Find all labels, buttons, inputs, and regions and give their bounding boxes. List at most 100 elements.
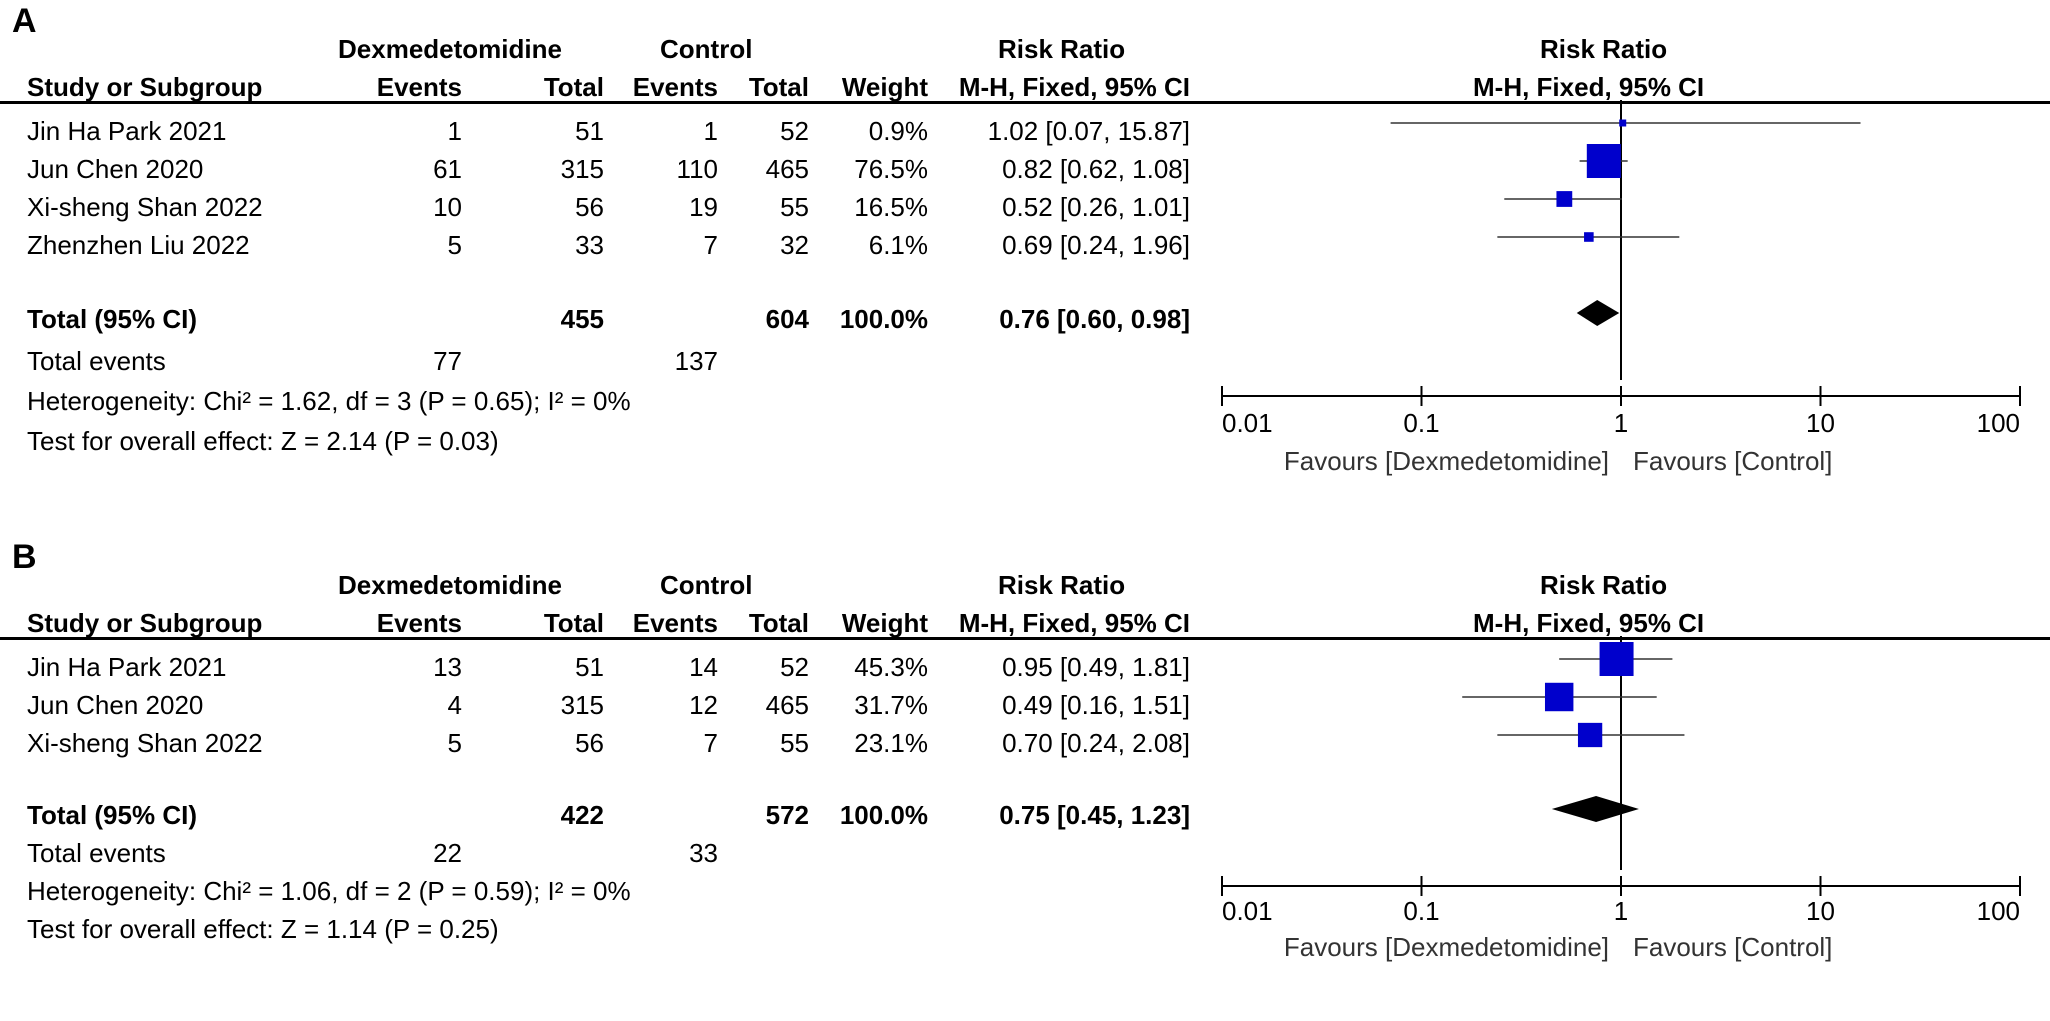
- heterogeneity-text: Heterogeneity: Chi² = 1.06, df = 2 (P = …: [27, 876, 631, 906]
- risk-ratio-ci: 0.82 [0.62, 1.08]: [1002, 154, 1190, 184]
- total-control: 32: [780, 230, 809, 260]
- risk-ratio-ci: 0.49 [0.16, 1.51]: [1002, 690, 1190, 720]
- pooled-risk-ratio-ci: 0.75 [0.45, 1.23]: [999, 800, 1190, 830]
- forest-plot-panel-a: A Dexmedetomidine Control Risk Ratio Ris…: [0, 0, 2050, 485]
- total-dex: 455: [560, 304, 604, 334]
- total-control: 465: [765, 690, 809, 720]
- x-axis-tick-label: 0.01: [1222, 408, 1273, 438]
- risk-ratio-ci: 0.52 [0.26, 1.01]: [1002, 192, 1190, 222]
- column-header-method: M-H, Fixed, 95% CI: [958, 72, 1190, 102]
- plot-header-method: M-H, Fixed, 95% CI: [1473, 72, 1705, 102]
- study-name: Zhenzhen Liu 2022: [27, 230, 250, 260]
- x-axis-tick-label: 10: [1806, 408, 1835, 438]
- total-events-dex: 22: [433, 838, 462, 868]
- weight: 16.5%: [854, 192, 928, 222]
- events-dex: 10: [433, 192, 462, 222]
- weight: 45.3%: [854, 652, 928, 682]
- risk-ratio-ci: 0.69 [0.24, 1.96]: [1002, 230, 1190, 260]
- total-dex: 422: [560, 800, 604, 830]
- events-dex: 13: [433, 652, 462, 682]
- pooled-risk-ratio-ci: 0.76 [0.60, 0.98]: [999, 304, 1190, 334]
- total-control: 465: [765, 154, 809, 184]
- column-header-weight: Weight: [841, 72, 928, 102]
- heterogeneity-text: Heterogeneity: Chi² = 1.62, df = 3 (P = …: [27, 386, 631, 416]
- risk-ratio-ci: 1.02 [0.07, 15.87]: [987, 116, 1190, 146]
- study-name: Jin Ha Park 2021: [27, 116, 227, 146]
- events-dex: 61: [433, 154, 462, 184]
- weight: 0.9%: [868, 116, 928, 146]
- x-axis-tick-label: 100: [1977, 896, 2020, 926]
- events-dex: 5: [447, 728, 462, 758]
- column-header-study: Study or Subgroup: [27, 608, 263, 638]
- favours-left-label: Favours [Dexmedetomidine]: [1284, 446, 1609, 476]
- pooled-effect-diamond: [1576, 300, 1620, 326]
- column-header-total: Total: [748, 72, 809, 102]
- risk-ratio-ci: 0.70 [0.24, 2.08]: [1002, 728, 1190, 758]
- total-dex: 315: [560, 690, 604, 720]
- favours-right-label: Favours [Control]: [1633, 446, 1832, 476]
- group-header-control: Control: [660, 570, 753, 600]
- x-axis-tick-label: 0.1: [1403, 896, 1439, 926]
- weight: 6.1%: [868, 230, 928, 260]
- total-events-label: Total events: [27, 346, 166, 376]
- column-header-total: Total: [543, 72, 604, 102]
- study-effect-marker: [1544, 682, 1574, 712]
- total-dex: 315: [560, 154, 604, 184]
- column-header-events: Events: [632, 608, 718, 638]
- total-control: 604: [765, 304, 809, 334]
- events-dex: 5: [447, 230, 462, 260]
- study-name: Jun Chen 2020: [27, 154, 204, 184]
- group-header-dexmedetomidine: Dexmedetomidine: [338, 34, 562, 64]
- weight: 23.1%: [854, 728, 928, 758]
- total-events-label: Total events: [27, 838, 166, 868]
- weight: 76.5%: [854, 154, 928, 184]
- study-name: Xi-sheng Shan 2022: [27, 728, 263, 758]
- study-effect-marker: [1556, 191, 1573, 207]
- total-control: 55: [780, 192, 809, 222]
- study-effect-marker: [1619, 119, 1627, 127]
- x-axis-tick-label: 0.01: [1222, 896, 1273, 926]
- x-axis-tick-label: 100: [1977, 408, 2020, 438]
- total-control: 52: [780, 652, 809, 682]
- study-effect-marker: [1599, 642, 1634, 676]
- column-header-weight: Weight: [841, 608, 928, 638]
- column-header-total: Total: [748, 608, 809, 638]
- total-control: 572: [765, 800, 809, 830]
- events-control: 7: [703, 230, 718, 260]
- events-control: 7: [703, 728, 718, 758]
- events-control: 1: [703, 116, 718, 146]
- plot-header-risk-ratio: Risk Ratio: [1540, 570, 1668, 600]
- column-header-events: Events: [632, 72, 718, 102]
- total-dex: 56: [575, 728, 604, 758]
- study-name: Jin Ha Park 2021: [27, 652, 227, 682]
- forest-plot-area: 0.01 0.1 1 10 100 Favours [Dexmedetomidine] Fa…: [1221, 100, 2021, 476]
- total-dex: 51: [575, 116, 604, 146]
- total-label: Total (95% CI): [27, 800, 197, 830]
- study-name: Xi-sheng Shan 2022: [27, 192, 263, 222]
- total-events-dex: 77: [433, 346, 462, 376]
- total-events-control: 137: [674, 346, 718, 376]
- column-header-method: M-H, Fixed, 95% CI: [958, 608, 1190, 638]
- events-control: 110: [676, 154, 718, 184]
- total-weight: 100.0%: [839, 800, 928, 830]
- overall-effect-text: Test for overall effect: Z = 1.14 (P = 0…: [27, 914, 499, 944]
- study-effect-marker: [1577, 722, 1603, 748]
- group-header-control: Control: [660, 34, 753, 64]
- events-control: 14: [689, 652, 718, 682]
- column-header-events: Events: [376, 608, 462, 638]
- events-dex: 1: [447, 116, 462, 146]
- column-header-study: Study or Subgroup: [27, 72, 263, 102]
- plot-header-method: M-H, Fixed, 95% CI: [1473, 608, 1705, 638]
- study-effect-marker: [1584, 232, 1594, 242]
- x-axis-tick-label: 1: [1614, 408, 1628, 438]
- risk-ratio-ci: 0.95 [0.49, 1.81]: [1002, 652, 1190, 682]
- header-rule: [0, 637, 2050, 640]
- favours-left-label: Favours [Dexmedetomidine]: [1284, 932, 1609, 962]
- total-dex: 56: [575, 192, 604, 222]
- x-axis-tick-label: 10: [1806, 896, 1835, 926]
- events-control: 12: [689, 690, 718, 720]
- panel-letter: B: [12, 538, 37, 576]
- column-header-risk-ratio: Risk Ratio: [998, 34, 1126, 64]
- study-name: Jun Chen 2020: [27, 690, 204, 720]
- weight: 31.7%: [854, 690, 928, 720]
